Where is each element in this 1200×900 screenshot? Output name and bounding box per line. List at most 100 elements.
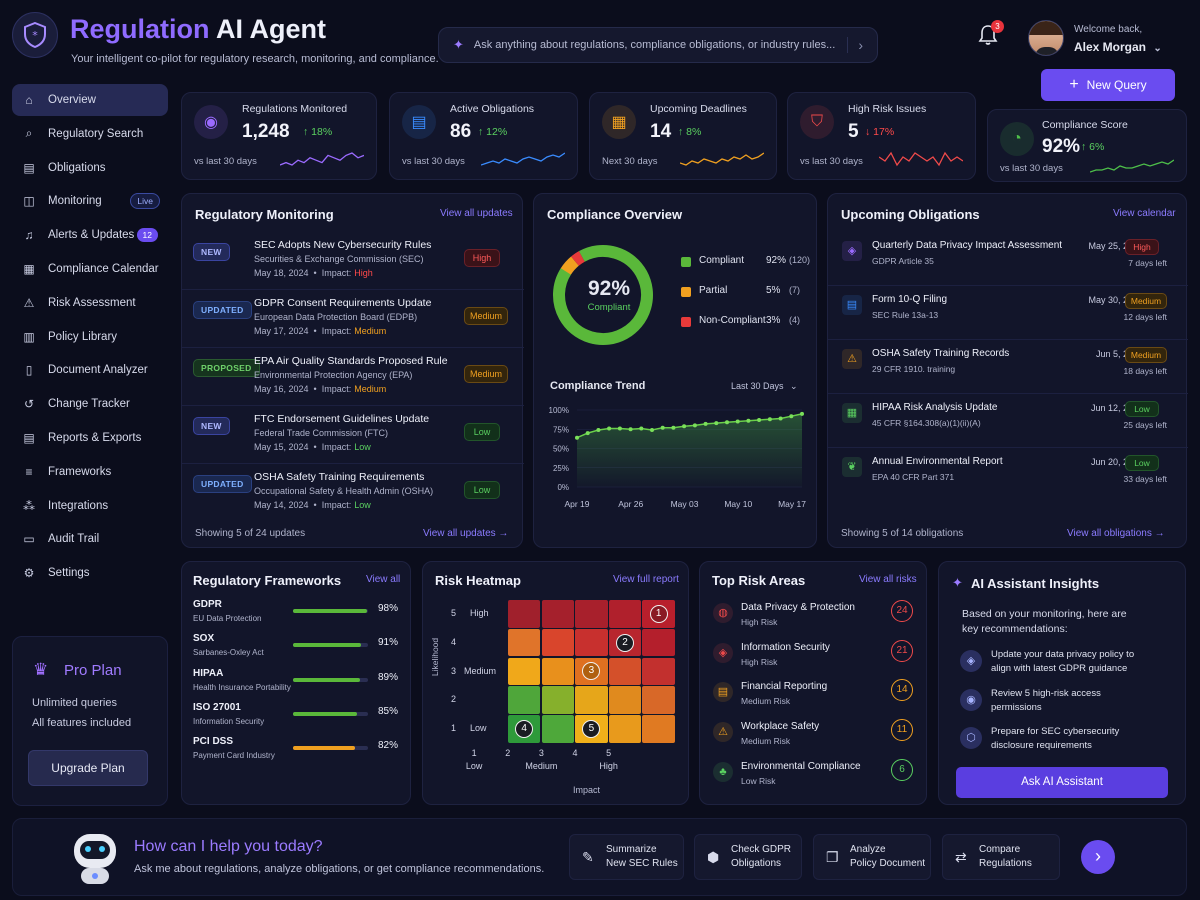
quick-action-summarize[interactable]: ✎ Summarize New SEC Rules xyxy=(569,834,684,880)
update-source: Securities & Exchange Commission (SEC) xyxy=(254,254,424,264)
monitoring-item[interactable]: PROPOSED EPA Air Quality Standards Propos… xyxy=(182,350,524,406)
heatmap-cell[interactable] xyxy=(508,600,541,628)
quick-action-analyze[interactable]: ❐ Analyze Policy Document xyxy=(813,834,931,880)
obligation-reference: 29 CFR 1910. training xyxy=(872,364,956,374)
heatmap-cell[interactable] xyxy=(508,657,541,686)
obligation-item[interactable]: ⚠ OSHA Safety Training Records 29 CFR 1910… xyxy=(828,342,1188,394)
risk-marker[interactable]: 5 xyxy=(582,720,601,738)
user-avatar[interactable] xyxy=(1028,20,1064,56)
framework-item[interactable]: PCI DSS Payment Card Industry 82% xyxy=(182,736,412,766)
impact-value: Medium xyxy=(354,384,387,394)
heatmap-cell[interactable] xyxy=(575,600,608,628)
sidebar-item-monitoring[interactable]: ◫ Monitoring Live xyxy=(12,185,168,217)
sidebar-item-regulatory-search[interactable]: ⌕ Regulatory Search xyxy=(12,118,168,150)
view-all-frameworks-link[interactable]: View all xyxy=(366,574,401,585)
sidebar-item-obligations[interactable]: ▤ Obligations xyxy=(12,152,168,184)
sidebar-item-integrations[interactable]: ⁂ Integrations xyxy=(12,490,168,522)
heatmap-cell[interactable] xyxy=(575,686,608,714)
risk-area-name: Data Privacy & Protection xyxy=(741,602,855,613)
risk-marker[interactable]: 1 xyxy=(649,604,668,623)
framework-item[interactable]: HIPAA Health Insurance Portability 89% xyxy=(182,668,412,698)
obligation-item[interactable]: ▦ HIPAA Risk Analysis Update 45 CFR §164.3… xyxy=(828,396,1188,448)
risk-area-item[interactable]: ♣ Environmental Compliance Low Risk 6 xyxy=(700,758,928,795)
kpi-card-compliance-score[interactable]: ◔ Compliance Score 92% ↑ 6% vs last 30 days xyxy=(987,109,1187,182)
quick-action-check-gdpr[interactable]: ⬢ Check GDPR Obligations xyxy=(694,834,802,880)
upgrade-plan-button[interactable]: Upgrade Plan xyxy=(28,750,148,786)
monitoring-item[interactable]: NEW SEC Adopts New Cybersecurity Rules Sec… xyxy=(182,234,524,290)
sidebar-item-risk-assessment[interactable]: ⚠ Risk Assessment xyxy=(12,287,168,319)
heatmap-cell[interactable] xyxy=(508,686,541,714)
risk-area-item[interactable]: ▤ Financial Reporting Medium Risk 14 xyxy=(700,679,928,715)
risk-area-item[interactable]: ◈ Information Security High Risk 21 xyxy=(700,639,928,676)
insight-item[interactable]: ◈ Update your data privacy policy to alig… xyxy=(939,646,1187,680)
send-button[interactable]: › xyxy=(1081,840,1115,874)
heatmap-cell[interactable] xyxy=(608,715,642,743)
sidebar-item-reports-exports[interactable]: ▤ Reports & Exports xyxy=(12,422,168,454)
kpi-card-active-obligations[interactable]: ▤ Active Obligations 86 ↑ 12% vs last 30 day… xyxy=(389,92,578,180)
framework-item[interactable]: GDPR EU Data Protection 98% xyxy=(182,599,412,629)
heatmap-cell[interactable] xyxy=(575,628,608,657)
user-menu[interactable]: Alex Morgan ⌄ xyxy=(1074,40,1162,54)
view-all-updates-link[interactable]: View all updates xyxy=(440,208,513,219)
sidebar-item-settings[interactable]: ⚙ Settings xyxy=(12,557,168,589)
heatmap-cell[interactable] xyxy=(608,657,642,686)
quick-action-compare[interactable]: ⇄ Compare Regulations xyxy=(942,834,1060,880)
heatmap-cell[interactable] xyxy=(541,686,574,714)
sidebar-item-alerts-updates[interactable]: ♫ Alerts & Updates 12 xyxy=(12,219,168,251)
search-bar[interactable]: ✦ Ask anything about regulations, compli… xyxy=(438,27,878,63)
search-input[interactable]: Ask anything about regulations, complian… xyxy=(473,39,836,51)
risk-marker[interactable]: 2 xyxy=(616,633,634,652)
sidebar-item-label: Integrations xyxy=(48,499,109,512)
heatmap-cell[interactable] xyxy=(541,715,574,743)
heatmap-cell[interactable] xyxy=(642,657,675,686)
monitoring-item[interactable]: UPDATED GDPR Consent Requirements Update E… xyxy=(182,292,524,348)
framework-item[interactable]: SOX Sarbanes-Oxley Act 91% xyxy=(182,633,412,663)
framework-item[interactable]: ISO 27001 Information Security 85% xyxy=(182,702,412,732)
heatmap-cell[interactable] xyxy=(541,657,574,686)
kpi-card-regulations-monitored[interactable]: ◉ Regulations Monitored 1,248 ↑ 18% vs last … xyxy=(181,92,377,180)
heatmap-y-word: High xyxy=(470,608,489,618)
insight-item[interactable]: ⬡ Prepare for SEC cybersecurity disclosur… xyxy=(939,723,1187,757)
risk-area-item[interactable]: ⚠ Workplace Safety Medium Risk 11 xyxy=(700,719,928,755)
heatmap-cell[interactable] xyxy=(642,628,675,657)
view-full-report-link[interactable]: View full report xyxy=(613,574,679,585)
obligation-item[interactable]: ❦ Annual Environmental Report EPA 40 CFR P… xyxy=(828,450,1188,502)
kpi-card-high-risk-issues[interactable]: ⛉ High Risk Issues 5 ↓ 17% vs last 30 days xyxy=(787,92,976,180)
kpi-card-upcoming-deadlines[interactable]: ▦ Upcoming Deadlines 14 ↑ 8% Next 30 days xyxy=(589,92,777,180)
sidebar-item-change-tracker[interactable]: ↺ Change Tracker xyxy=(12,388,168,420)
sidebar-item-compliance-calendar[interactable]: ▦ Compliance Calendar xyxy=(12,253,168,285)
ask-ai-assistant-button[interactable]: Ask AI Assistant xyxy=(956,767,1168,798)
risk-marker[interactable]: 4 xyxy=(515,720,534,738)
notifications-button[interactable]: 3 xyxy=(978,20,1004,50)
quick-action-line-1: Analyze xyxy=(850,844,886,855)
view-calendar-link[interactable]: View calendar xyxy=(1113,208,1176,219)
view-all-updates-bottom-link[interactable]: View all updates → xyxy=(423,528,509,539)
insight-item[interactable]: ◉ Review 5 high-risk access permissions xyxy=(939,685,1187,719)
insight-text: Review 5 high-risk access permissions xyxy=(991,687,1101,713)
obligation-item[interactable]: ▤ Form 10-Q Filing SEC Rule 13a-13 May 30, … xyxy=(828,288,1188,340)
sidebar-item-audit-trail[interactable]: ▭ Audit Trail xyxy=(12,523,168,555)
sidebar-item-document-analyzer[interactable]: ▯ Document Analyzer xyxy=(12,354,168,386)
sidebar-item-overview[interactable]: ⌂ Overview xyxy=(12,84,168,116)
sidebar-item-frameworks[interactable]: ≡ Frameworks xyxy=(12,456,168,488)
heatmap-cell[interactable] xyxy=(541,600,574,628)
heatmap-cell[interactable] xyxy=(642,686,675,714)
sidebar-item-policy-library[interactable]: ▥ Policy Library xyxy=(12,321,168,353)
obligation-item[interactable]: ◈ Quarterly Data Privacy Impact Assessmen… xyxy=(828,234,1188,286)
view-all-risks-link[interactable]: View all risks xyxy=(859,574,917,585)
heatmap-cell[interactable] xyxy=(608,686,642,714)
trend-x-tick: May 03 xyxy=(671,499,699,509)
heatmap-cell[interactable] xyxy=(642,715,675,743)
view-all-obligations-link[interactable]: View all obligations → xyxy=(1067,528,1165,539)
risk-marker[interactable]: 3 xyxy=(582,662,601,681)
trend-range-select[interactable]: Last 30 Days ⌄ xyxy=(731,381,798,392)
new-query-button[interactable]: + New Query xyxy=(1041,69,1175,101)
monitoring-item[interactable]: UPDATED OSHA Safety Training Requirements… xyxy=(182,466,524,522)
heatmap-cell[interactable] xyxy=(508,628,541,657)
heatmap-cell[interactable] xyxy=(608,600,642,628)
chevron-right-icon[interactable]: › xyxy=(847,37,863,53)
risk-area-item[interactable]: ◍ Data Privacy & Protection High Risk 24 xyxy=(700,600,928,636)
monitoring-title: Regulatory Monitoring xyxy=(195,207,334,222)
heatmap-cell[interactable] xyxy=(541,628,574,657)
monitoring-item[interactable]: NEW FTC Endorsement Guidelines Update Fede… xyxy=(182,408,524,464)
